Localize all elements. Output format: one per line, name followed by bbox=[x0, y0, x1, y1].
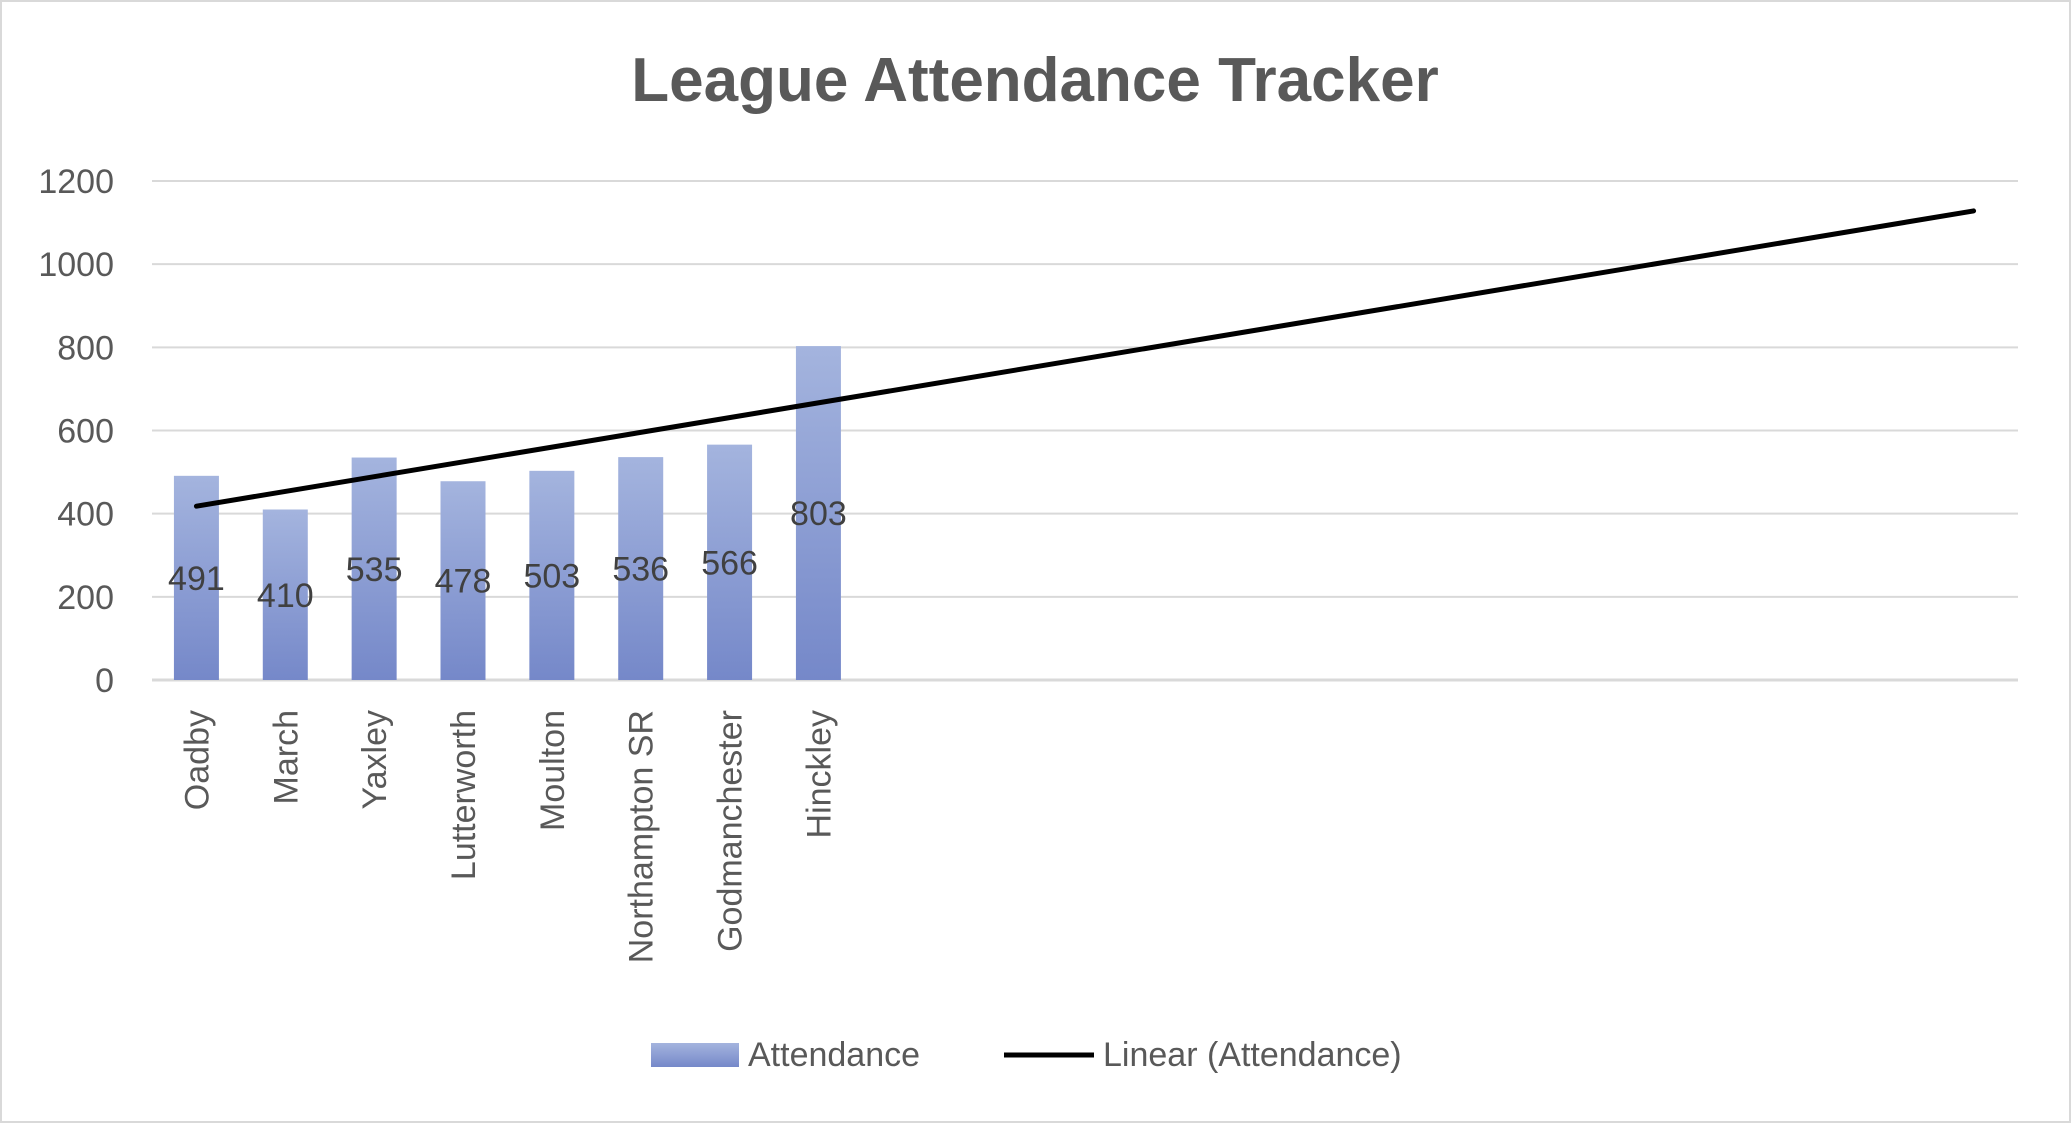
legend-attendance-swatch bbox=[651, 1043, 739, 1067]
legend-attendance-label: Attendance bbox=[748, 1036, 920, 1074]
data-label: 566 bbox=[701, 544, 758, 582]
bar bbox=[529, 470, 575, 680]
x-axis-ticks: Oadby March Yaxley Lutterworth Moulton Northa… bbox=[178, 710, 838, 963]
x-tick-label: Yaxley bbox=[356, 710, 394, 810]
data-label: 535 bbox=[346, 551, 403, 589]
x-tick-label: Oadby bbox=[178, 710, 216, 810]
x-tick-label: Hinckley bbox=[800, 710, 838, 838]
trendline bbox=[193, 208, 1977, 509]
bar bbox=[173, 475, 219, 680]
bar bbox=[262, 509, 308, 680]
y-tick-label: 1000 bbox=[38, 246, 114, 284]
data-labels: 491 410 535 478 503 536 566 803 bbox=[168, 495, 847, 615]
bar bbox=[707, 444, 753, 680]
data-label: 491 bbox=[168, 560, 225, 598]
data-label: 410 bbox=[257, 577, 314, 615]
x-tick-label: Northampton SR bbox=[623, 710, 661, 963]
y-tick-label: 1200 bbox=[38, 163, 114, 201]
bar bbox=[440, 481, 486, 680]
y-axis-ticks: 0 200 400 600 800 1000 1200 bbox=[38, 163, 114, 700]
data-label: 536 bbox=[612, 551, 669, 589]
trendline-layer bbox=[193, 208, 1977, 509]
x-tick-label: March bbox=[267, 710, 305, 804]
bar bbox=[351, 457, 397, 680]
legend-trendline-label: Linear (Attendance) bbox=[1103, 1036, 1402, 1074]
y-tick-label: 400 bbox=[57, 496, 114, 534]
legend: Attendance Linear (Attendance) bbox=[651, 1036, 1402, 1074]
y-tick-label: 800 bbox=[57, 329, 114, 367]
y-tick-label: 600 bbox=[57, 413, 114, 451]
chart-title: League Attendance Tracker bbox=[631, 46, 1438, 115]
data-label: 503 bbox=[523, 557, 580, 595]
x-tick-label: Moulton bbox=[534, 710, 572, 831]
y-tick-label: 0 bbox=[95, 662, 114, 700]
data-label: 803 bbox=[790, 495, 847, 533]
x-tick-label: Godmanchester bbox=[712, 710, 750, 952]
data-label: 478 bbox=[435, 563, 492, 601]
bar bbox=[618, 457, 664, 680]
bars bbox=[173, 346, 841, 680]
x-tick-label: Lutterworth bbox=[445, 710, 483, 880]
y-tick-label: 200 bbox=[57, 579, 114, 617]
